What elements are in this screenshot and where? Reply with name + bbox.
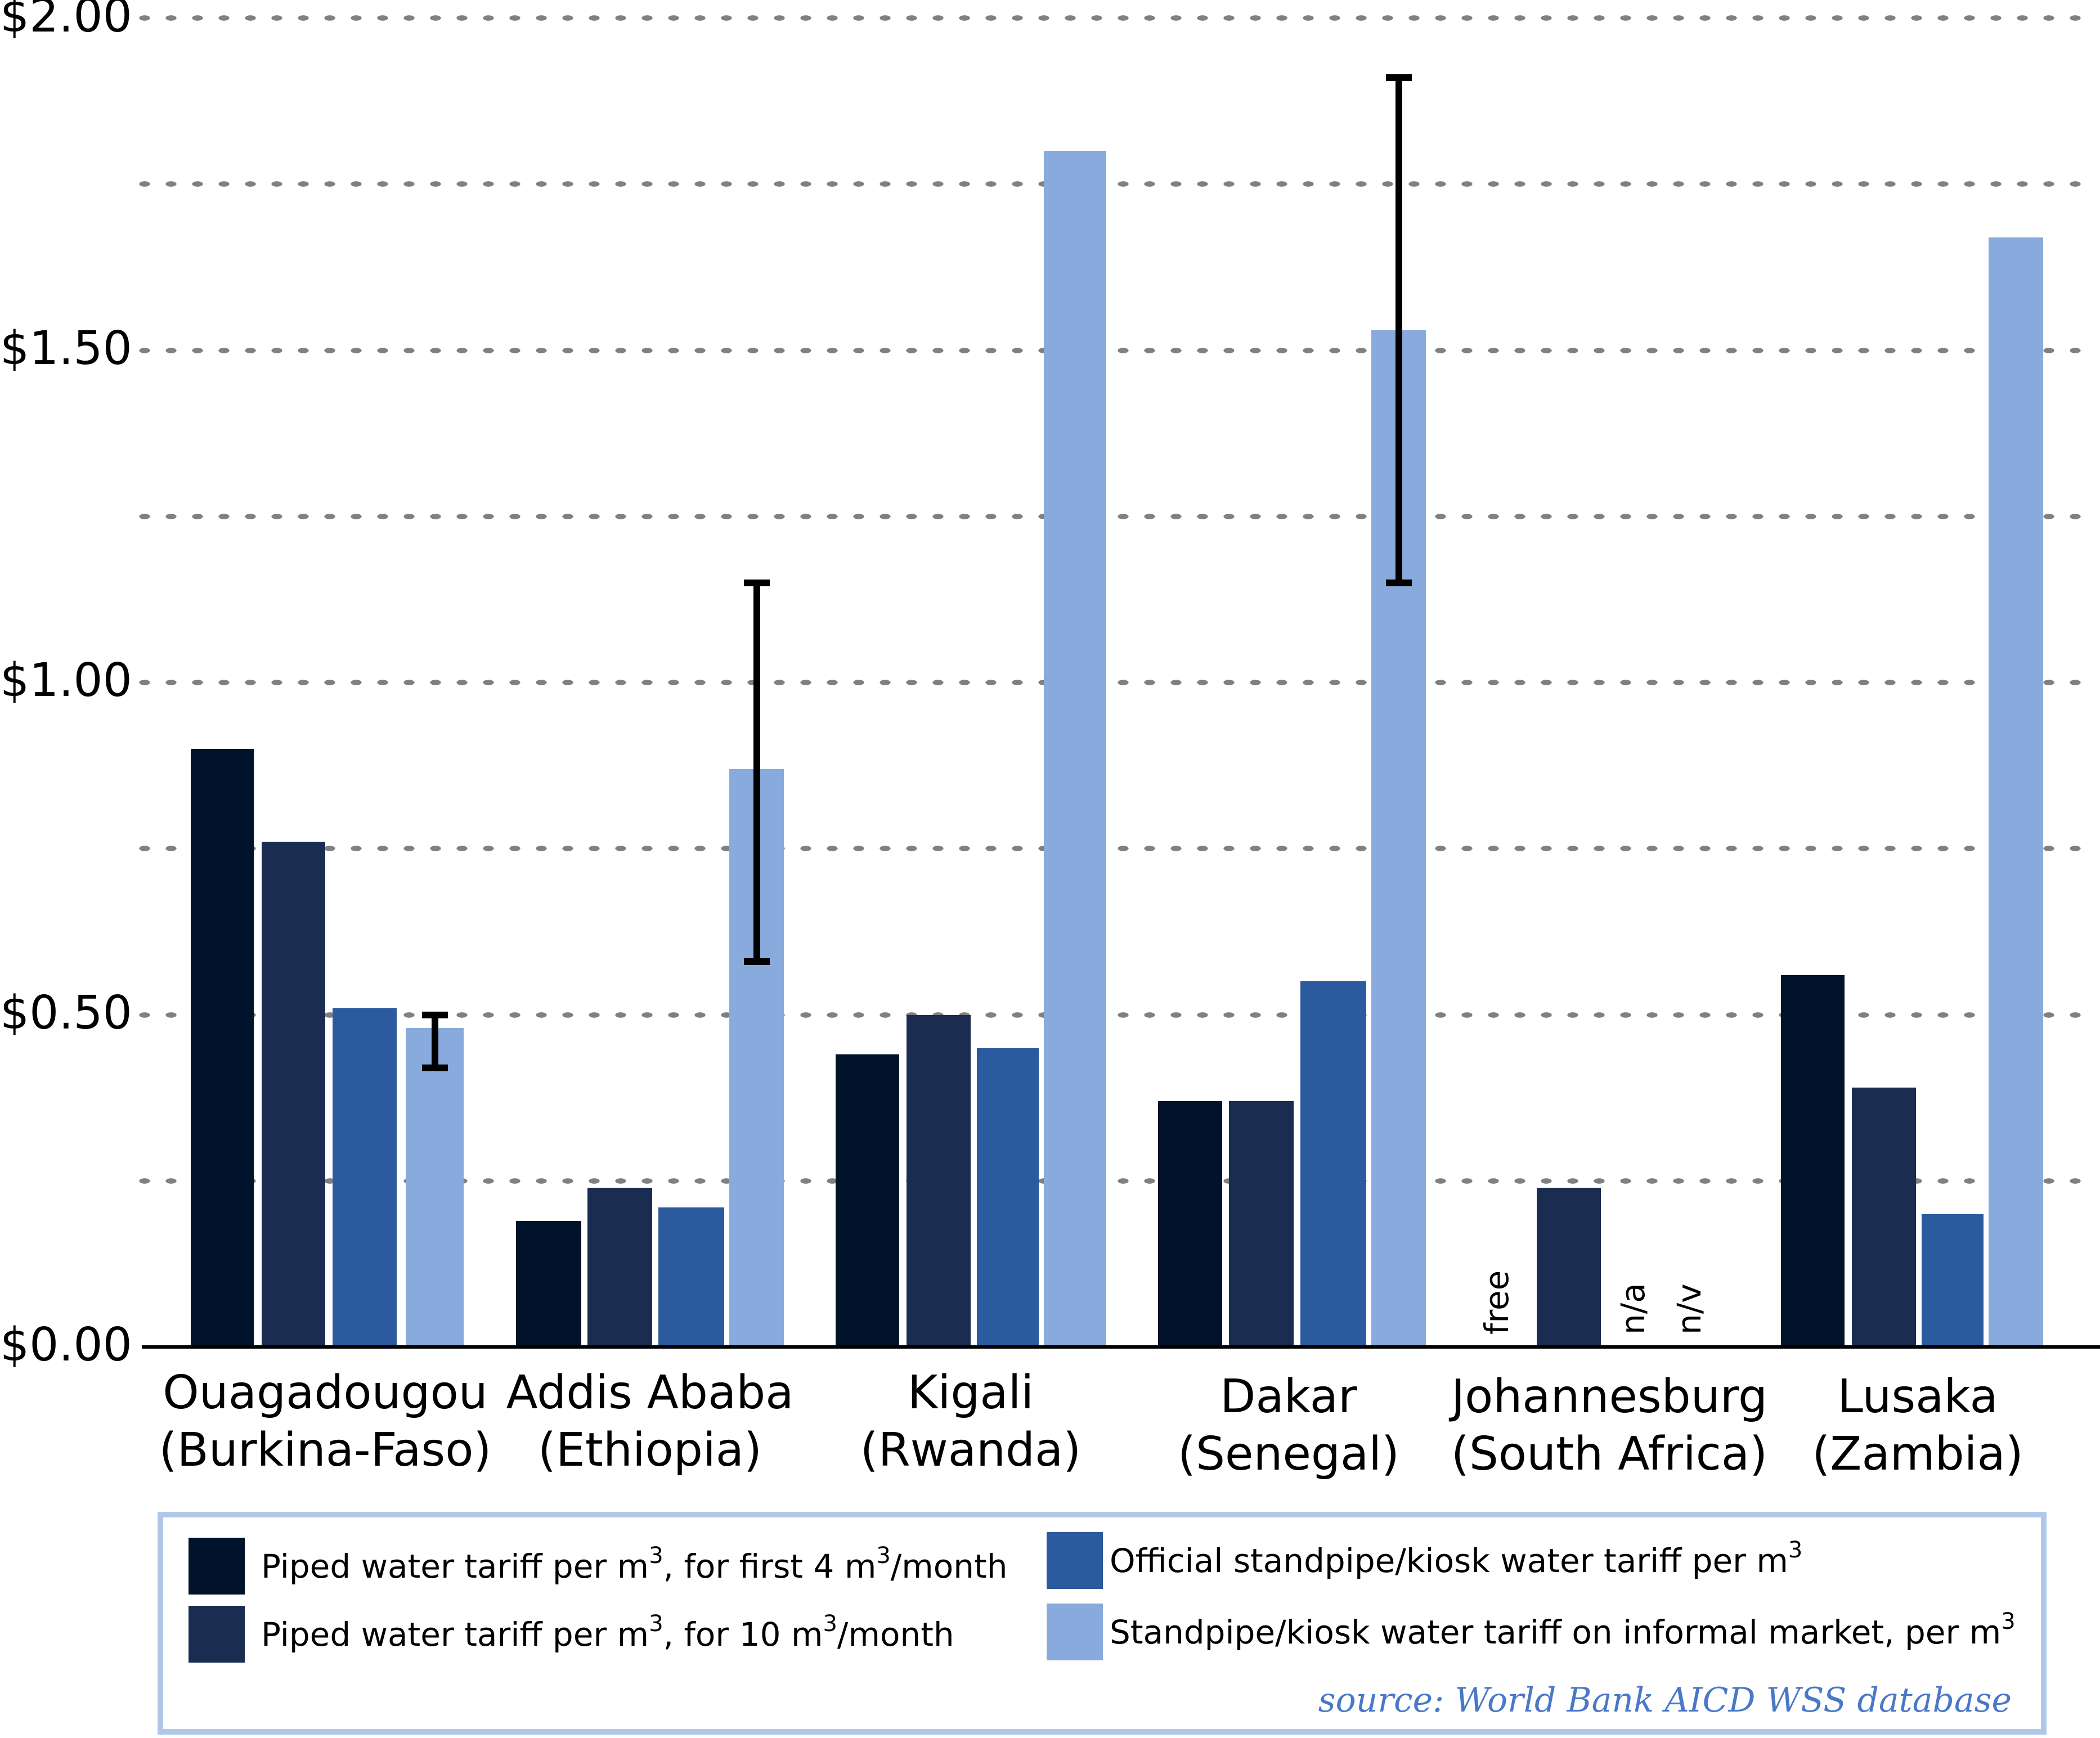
bar [1044, 151, 1106, 1347]
missing-value-label: free [1478, 1270, 1516, 1335]
bar [1922, 1214, 1984, 1347]
country-name: (Ethiopia) [538, 1423, 762, 1477]
country-name: (Rwanda) [860, 1423, 1082, 1477]
y-tick-label: $0.50 [0, 986, 132, 1040]
bar [1781, 974, 1845, 1347]
gridline [139, 846, 2092, 852]
city-name: Kigali [907, 1366, 1034, 1420]
x-category-label: Kigali (Rwanda) [774, 1364, 1168, 1479]
x-category-label: Ouagadougou (Burkina-Faso) [128, 1364, 522, 1479]
error-bar-cap [743, 958, 770, 965]
bar [658, 1207, 724, 1347]
error-bar [1395, 78, 1402, 583]
bar [1229, 1101, 1294, 1347]
gridline [139, 347, 2092, 353]
legend-label: Piped water tariff per m3, for first 4 m… [261, 1542, 1008, 1586]
bar [907, 1014, 971, 1347]
country-name: (Senegal) [1178, 1427, 1399, 1481]
bar [191, 749, 254, 1347]
legend-swatch [1047, 1532, 1103, 1589]
gridline [139, 1012, 2092, 1018]
y-tick-label: $1.00 [0, 654, 132, 707]
error-bar-cap [421, 1011, 448, 1018]
missing-value-label: n/v [1670, 1283, 1708, 1335]
legend-label: Standpipe/kiosk water tariff on informal… [1110, 1608, 2016, 1651]
legend-label: Piped water tariff per m3, for 10 m3/mon… [261, 1610, 954, 1654]
gridline [139, 1178, 2092, 1184]
gridline [139, 513, 2092, 519]
bar [587, 1187, 652, 1347]
bar [1158, 1101, 1222, 1347]
x-category-label: Lusaka (Zambia) [1721, 1368, 2100, 1483]
bar [516, 1220, 581, 1347]
error-bar-cap [1385, 74, 1412, 82]
bar [262, 842, 325, 1347]
bar [406, 1028, 464, 1347]
x-category-label: Dakar (Senegal) [1092, 1368, 1486, 1483]
country-name: (South Africa) [1451, 1427, 1768, 1481]
bar [1852, 1088, 1916, 1347]
error-bar-cap [1385, 579, 1412, 586]
error-bar-cap [421, 1064, 448, 1071]
error-bar [753, 582, 760, 962]
country-name: (Zambia) [1812, 1427, 2023, 1481]
city-name: Addis Ababa [506, 1366, 794, 1420]
legend-swatch [1047, 1604, 1103, 1660]
x-category-label: Johannesburg (South Africa) [1412, 1368, 1806, 1483]
gridline [139, 15, 2092, 21]
error-bar [431, 1014, 438, 1068]
gridline [139, 181, 2092, 187]
city-name: Ouagadougou [163, 1366, 488, 1420]
legend-swatch [189, 1606, 245, 1663]
bar [333, 1008, 397, 1347]
legend-label: Official standpipe/kiosk water tariff pe… [1110, 1537, 1803, 1580]
legend: Piped water tariff per m3, for first 4 m… [158, 1512, 2047, 1735]
y-tick-label: $2.00 [0, 0, 132, 43]
x-category-label: Addis Ababa (Ethiopia) [453, 1364, 847, 1479]
bar [1537, 1187, 1601, 1347]
country-name: (Burkina-Faso) [159, 1423, 492, 1477]
y-tick-label: $1.50 [0, 321, 132, 375]
x-axis-line [142, 1345, 2100, 1349]
bar [1989, 237, 2043, 1347]
city-name: Lusaka [1837, 1370, 1998, 1423]
gridline [139, 680, 2092, 685]
bar [977, 1048, 1039, 1347]
bar [1300, 981, 1366, 1347]
city-name: Dakar [1220, 1370, 1357, 1423]
y-tick-label: $0.00 [0, 1318, 132, 1372]
legend-swatch [189, 1538, 245, 1595]
source-note: source: World Bank AICD WSS database [1318, 1681, 2012, 1720]
bar [836, 1054, 899, 1347]
error-bar-cap [743, 579, 770, 586]
missing-value-label: n/a [1614, 1283, 1652, 1335]
city-name: Johannesburg [1451, 1370, 1768, 1423]
